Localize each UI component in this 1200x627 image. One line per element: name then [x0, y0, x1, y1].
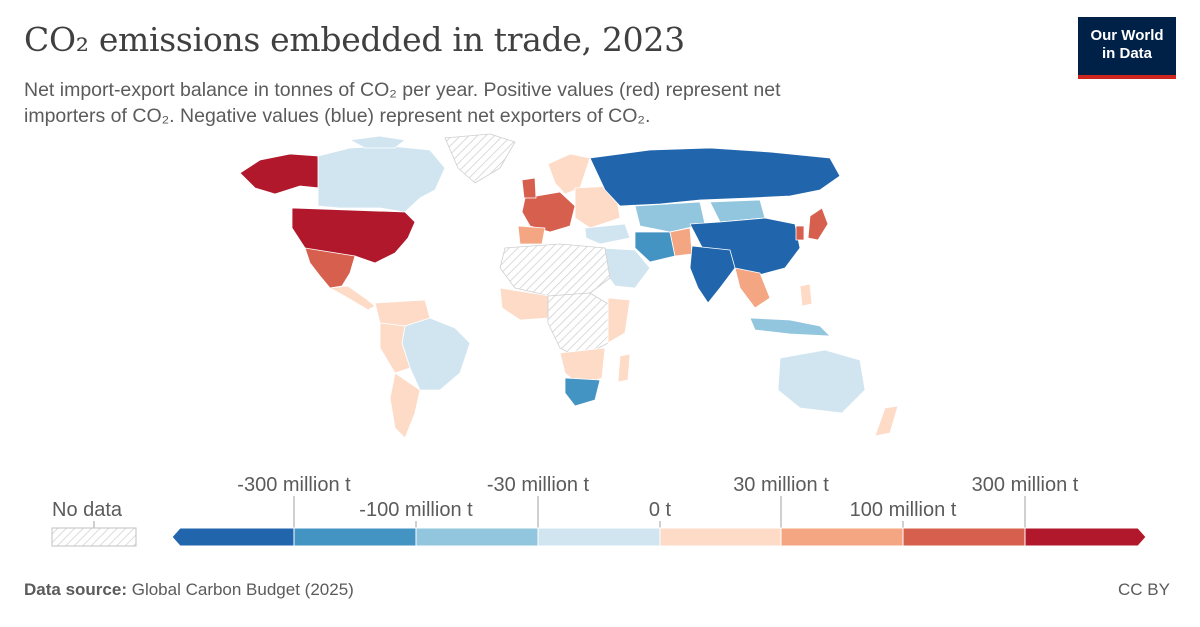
legend-label-neg-100m: -100 million t — [359, 499, 473, 521]
chart-title: CO₂ emissions embedded in trade, 2023 — [24, 20, 685, 59]
legend-no-data-swatch — [51, 527, 137, 547]
region-iran[interactable] — [634, 231, 676, 263]
legend-no-data-label: No data — [52, 499, 123, 521]
region-korea[interactable] — [795, 225, 805, 241]
subtitle-line-2: importers of CO₂. Negative values (blue)… — [24, 105, 651, 127]
legend-bin-3 — [415, 527, 539, 547]
legend-bin-4 — [537, 527, 661, 547]
legend-bin-6 — [780, 527, 904, 547]
legend-label-neg-300m: -300 million t — [237, 474, 351, 496]
region-indonesia[interactable] — [749, 317, 831, 337]
region-iberia[interactable] — [517, 225, 546, 245]
region-philippines[interactable] — [799, 283, 813, 307]
region-india[interactable] — [689, 245, 736, 304]
legend-bin-8 — [1024, 527, 1147, 547]
region-turkey-levant[interactable] — [584, 223, 631, 245]
region-central-america[interactable] — [329, 285, 376, 311]
region-western-europe[interactable] — [521, 191, 576, 233]
logo-line-1: Our World — [1090, 27, 1164, 44]
chart-subtitle: Net import-export balance in tonnes of C… — [24, 77, 984, 129]
region-madagascar[interactable] — [617, 353, 631, 383]
region-kazakhstan[interactable] — [634, 201, 706, 233]
legend-bin-1 — [171, 527, 295, 547]
region-australia[interactable] — [777, 349, 866, 414]
legend-label-300m: 300 million t — [972, 474, 1079, 496]
logo-line-2: in Data — [1101, 45, 1152, 62]
license-link[interactable]: CC BY — [1118, 580, 1170, 599]
region-west-africa[interactable] — [499, 287, 551, 321]
region-argentina-chile[interactable] — [389, 372, 421, 439]
legend-bin-7 — [902, 527, 1026, 547]
legend-bin-2 — [293, 527, 417, 547]
region-japan[interactable] — [807, 207, 829, 241]
region-greenland[interactable] — [444, 133, 516, 184]
legend-label-30m: 30 million t — [733, 474, 829, 496]
region-south-africa[interactable] — [564, 377, 601, 407]
world-map[interactable] — [230, 128, 930, 448]
legend-label-100m: 100 million t — [850, 499, 957, 521]
region-east-africa[interactable] — [607, 297, 631, 344]
region-southeast-asia[interactable] — [734, 267, 771, 309]
region-peru-bolivia[interactable] — [379, 322, 411, 374]
data-source-label: Data source: — [24, 580, 127, 599]
legend-label-zero: 0 t — [649, 499, 672, 521]
subtitle-line-1: Net import-export balance in tonnes of C… — [24, 79, 781, 101]
owid-logo[interactable]: Our World in Data — [1078, 17, 1176, 79]
region-russia[interactable] — [589, 147, 841, 207]
data-source: Data source: Global Carbon Budget (2025) — [24, 580, 354, 600]
legend-bin-5 — [659, 527, 782, 547]
region-new-zealand[interactable] — [874, 405, 899, 437]
legend-label-neg-30m: -30 million t — [487, 474, 590, 496]
region-united-states[interactable] — [291, 207, 416, 264]
region-uk[interactable] — [521, 177, 537, 199]
data-source-value[interactable]: Global Carbon Budget (2025) — [131, 580, 354, 599]
region-arctic-islands[interactable] — [349, 135, 406, 149]
